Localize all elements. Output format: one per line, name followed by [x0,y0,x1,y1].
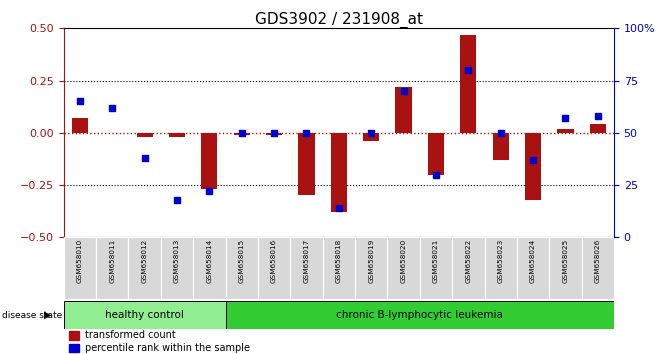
Point [431,172,442,177]
Text: GSM658020: GSM658020 [401,239,407,283]
Text: GSM658019: GSM658019 [368,239,374,283]
Text: GSM658014: GSM658014 [207,239,213,283]
Bar [395,87,412,133]
Bar [193,237,225,299]
Point [366,130,376,136]
Bar [266,133,282,135]
Text: transformed count: transformed count [85,330,175,341]
Bar [69,331,79,339]
Bar [363,133,379,141]
Point [592,113,603,119]
Bar [452,237,484,299]
Bar [525,133,541,200]
Bar [161,237,193,299]
Bar [64,237,96,299]
Bar [201,133,217,189]
Bar [225,301,614,329]
Bar [493,133,509,160]
Text: GSM658026: GSM658026 [595,239,601,283]
Bar [331,133,347,212]
Point [333,205,344,211]
Bar [291,237,323,299]
Text: GSM658023: GSM658023 [498,239,504,283]
Title: GDS3902 / 231908_at: GDS3902 / 231908_at [255,12,423,28]
Bar [550,237,582,299]
Point [495,130,506,136]
Text: GSM658022: GSM658022 [465,239,471,283]
Bar [582,237,614,299]
Bar [484,237,517,299]
Bar [428,133,444,175]
Bar [128,237,161,299]
Bar [72,118,88,133]
Text: ▶: ▶ [44,310,51,320]
Text: GSM658017: GSM658017 [303,239,309,283]
Text: percentile rank within the sample: percentile rank within the sample [85,343,250,353]
Point [398,88,409,94]
Bar [590,124,606,133]
Point [172,197,183,202]
Text: GSM658010: GSM658010 [77,239,83,283]
Bar [137,133,153,137]
Bar [420,237,452,299]
Point [107,105,117,110]
Point [204,188,215,194]
Bar [69,344,79,352]
Bar [225,237,258,299]
Bar [355,237,387,299]
Text: chronic B-lymphocytic leukemia: chronic B-lymphocytic leukemia [336,310,503,320]
Text: GSM658015: GSM658015 [239,239,245,283]
Text: GSM658025: GSM658025 [562,239,568,283]
Point [560,115,571,121]
Bar [299,133,315,195]
Point [463,67,474,73]
Text: GSM658018: GSM658018 [336,239,342,283]
Bar [387,237,420,299]
Point [74,98,85,104]
Bar [234,133,250,135]
Text: GSM658012: GSM658012 [142,239,148,283]
Text: disease state: disease state [2,310,62,320]
Bar [169,133,185,137]
Bar [258,237,291,299]
Text: GSM658013: GSM658013 [174,239,180,283]
Point [269,130,280,136]
Text: GSM658024: GSM658024 [530,239,536,283]
Text: GSM658021: GSM658021 [433,239,439,283]
Text: GSM658016: GSM658016 [271,239,277,283]
Point [301,130,312,136]
Bar [96,237,128,299]
Bar [64,301,225,329]
Text: healthy control: healthy control [105,310,184,320]
Point [236,130,247,136]
Point [527,157,538,163]
Text: GSM658011: GSM658011 [109,239,115,283]
Bar [323,237,355,299]
Point [140,155,150,161]
Bar [517,237,550,299]
Bar [558,129,574,133]
Bar [460,35,476,133]
